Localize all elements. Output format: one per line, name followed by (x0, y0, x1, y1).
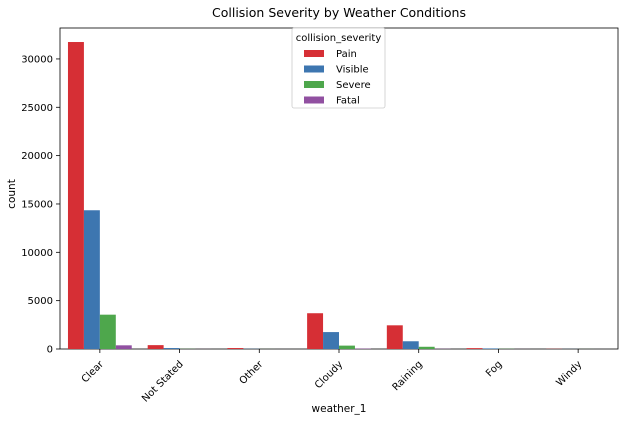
x-axis: Clear Not Stated Other Cloudy Raining Fog Wind… (80, 349, 585, 405)
legend-title: collision_severity (296, 33, 382, 44)
bar-visible (482, 348, 499, 349)
y-tick-label: 5000 (28, 296, 53, 307)
legend-label-severe: Severe (336, 80, 371, 91)
bar-visible (402, 341, 419, 349)
y-axis: 0 5000 10000 15000 20000 25000 30000 (21, 54, 60, 356)
y-tick-label: 30000 (21, 54, 53, 65)
chart-title: Collision Severity by Weather Conditions (212, 5, 466, 20)
legend-label-visible: Visible (336, 65, 369, 76)
x-tick-label: Windy (555, 359, 585, 389)
bar-pain (147, 345, 164, 349)
y-tick-label: 20000 (21, 151, 53, 162)
bar-pain (67, 42, 84, 349)
bars-group (67, 42, 611, 349)
legend: collision_severity Pain Visible Severe Fatal (291, 27, 386, 109)
x-tick-label: Cloudy (313, 359, 345, 391)
y-axis-label: count (6, 179, 18, 209)
bar-severe (99, 314, 116, 349)
legend-label-fatal: Fatal (336, 96, 360, 107)
bar-visible (83, 210, 100, 349)
y-tick-label: 10000 (21, 248, 53, 259)
x-tick-label: Clear (80, 358, 107, 385)
x-axis-label: weather_1 (312, 403, 367, 415)
legend-swatch-fatal (304, 96, 324, 104)
bar-visible (323, 332, 339, 349)
bar-fatal (115, 345, 132, 349)
bar-severe (339, 345, 355, 349)
legend-swatch-visible (304, 65, 324, 73)
x-tick-label: Raining (391, 359, 425, 393)
bar-severe (418, 346, 435, 349)
bar-pain (227, 348, 244, 349)
y-tick-label: 25000 (21, 103, 53, 114)
bar-pain (466, 348, 483, 349)
x-tick-label: Fog (484, 359, 504, 379)
legend-swatch-severe (304, 81, 324, 88)
y-tick-label: 0 (47, 345, 53, 356)
x-tick-label: Other (238, 358, 266, 386)
bar-pain (386, 325, 403, 349)
legend-label-pain: Pain (336, 49, 357, 60)
x-tick-label: Not Stated (140, 359, 186, 405)
y-tick-label: 15000 (21, 199, 53, 210)
bar-visible (163, 348, 180, 349)
bar-pain (307, 313, 324, 349)
legend-swatch-pain (304, 50, 324, 57)
